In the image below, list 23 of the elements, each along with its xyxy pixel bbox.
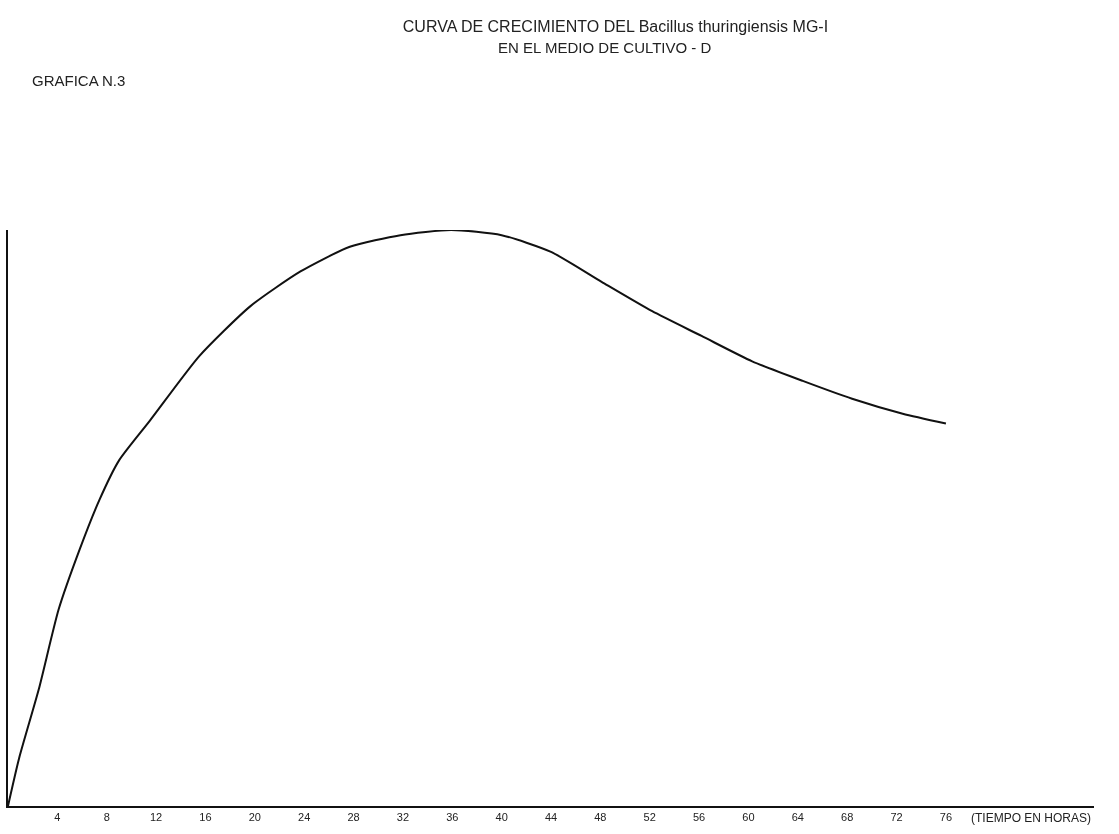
x-tick-label: 68: [841, 811, 854, 824]
x-tick-label: 32: [396, 811, 410, 824]
x-tick-label: 52: [643, 811, 656, 824]
x-tick-label: 40: [495, 811, 508, 824]
x-axis-title: (TIEMPO EN HORAS): [971, 811, 1092, 825]
x-tick-label: 16: [199, 811, 212, 824]
x-tick-label: 20: [248, 811, 261, 824]
x-tick-label: 56: [692, 811, 706, 824]
chart-title: CURVA DE CRECIMIENTO DEL Bacillus thuringiensis MG-I: [402, 18, 829, 36]
text: GRAFICA N.3: [32, 72, 126, 89]
chart-subtitle: EN EL MEDIO DE CULTIVO - D: [498, 39, 712, 56]
x-tick-label: 44: [544, 811, 558, 824]
x-tick-label: 28: [347, 811, 360, 824]
x-tick-label: 48: [594, 811, 607, 824]
x-tick-label: 12: [149, 811, 163, 824]
x-tick-label: 60: [742, 811, 755, 824]
x-tick-label: 64: [791, 811, 804, 824]
x-tick-label: 76: [939, 811, 953, 824]
x-tick-label: 24: [298, 811, 311, 824]
x-tick-label: 4: [54, 811, 61, 824]
x-tick-label: 36: [446, 811, 459, 824]
x-tick-label: 8: [103, 811, 110, 824]
x-tick-label: 72: [890, 811, 903, 824]
